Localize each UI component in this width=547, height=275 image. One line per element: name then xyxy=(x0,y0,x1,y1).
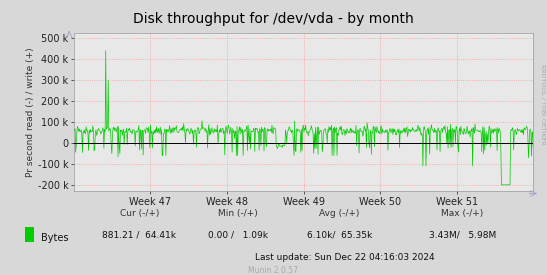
Text: Munin 2.0.57: Munin 2.0.57 xyxy=(248,266,299,275)
Text: 3.43M/   5.98M: 3.43M/ 5.98M xyxy=(429,231,496,240)
Text: Bytes: Bytes xyxy=(41,233,68,243)
Text: Max (-/+): Max (-/+) xyxy=(441,209,484,218)
Y-axis label: Pr second read (-) / write (+): Pr second read (-) / write (+) xyxy=(26,47,35,177)
Text: 6.10k/  65.35k: 6.10k/ 65.35k xyxy=(306,231,372,240)
Text: Last update: Sun Dec 22 04:16:03 2024: Last update: Sun Dec 22 04:16:03 2024 xyxy=(255,253,434,262)
Text: Cur (-/+): Cur (-/+) xyxy=(120,209,159,218)
Text: 881.21 /  64.41k: 881.21 / 64.41k xyxy=(102,231,177,240)
Text: Min (-/+): Min (-/+) xyxy=(218,209,258,218)
Text: Disk throughput for /dev/vda - by month: Disk throughput for /dev/vda - by month xyxy=(133,12,414,26)
Text: RRDTOOL / TOBI OETIKER: RRDTOOL / TOBI OETIKER xyxy=(541,64,546,145)
Text: 0.00 /   1.09k: 0.00 / 1.09k xyxy=(208,231,268,240)
Text: Avg (-/+): Avg (-/+) xyxy=(319,209,359,218)
